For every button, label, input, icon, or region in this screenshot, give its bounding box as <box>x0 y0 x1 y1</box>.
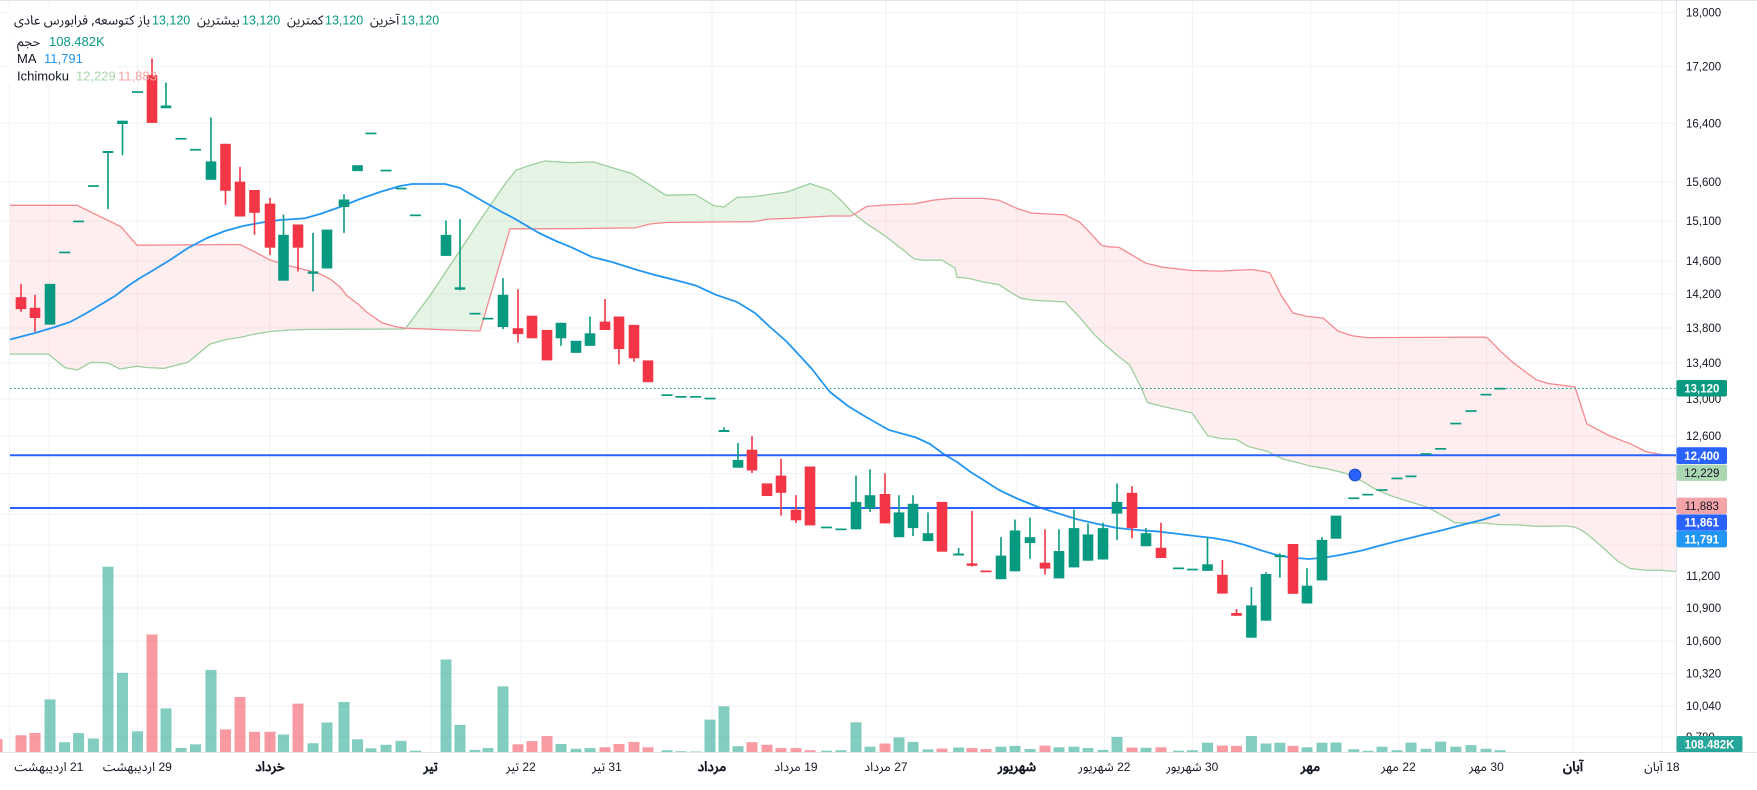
svg-text:13,120: 13,120 <box>325 14 363 28</box>
svg-text:13,400: 13,400 <box>1686 358 1721 370</box>
svg-text:13,000: 13,000 <box>1686 394 1721 406</box>
svg-text:16,400: 16,400 <box>1686 118 1721 130</box>
svg-text:10,600: 10,600 <box>1686 636 1721 648</box>
svg-text:11,791: 11,791 <box>1685 534 1720 546</box>
svg-text:27: 27 <box>894 760 908 774</box>
svg-text:22: 22 <box>522 760 536 774</box>
svg-text:13,120: 13,120 <box>401 14 439 28</box>
svg-text:30: 30 <box>1490 760 1504 774</box>
svg-text:18,000: 18,000 <box>1686 8 1721 20</box>
svg-text:18: 18 <box>1666 760 1680 774</box>
svg-text:14,600: 14,600 <box>1686 256 1721 268</box>
svg-text:13,120: 13,120 <box>1684 383 1719 395</box>
svg-text:13,800: 13,800 <box>1686 323 1721 335</box>
svg-text:29: 29 <box>159 760 173 774</box>
svg-text:13,120: 13,120 <box>242 14 280 28</box>
svg-text:12,229: 12,229 <box>1684 468 1719 480</box>
svg-text:22: 22 <box>1402 760 1416 774</box>
svg-text:108.482K: 108.482K <box>1685 739 1736 751</box>
svg-text:10,900: 10,900 <box>1686 603 1721 615</box>
svg-text:31: 31 <box>608 760 622 774</box>
svg-text:11,883: 11,883 <box>1685 501 1719 513</box>
svg-text:22: 22 <box>1117 760 1131 774</box>
svg-text:11,861: 11,861 <box>1685 518 1720 530</box>
svg-text:10,040: 10,040 <box>1686 701 1721 713</box>
svg-text:15,100: 15,100 <box>1686 216 1721 228</box>
svg-text:13,120: 13,120 <box>152 14 190 28</box>
svg-text:11,883: 11,883 <box>118 69 157 84</box>
svg-text:11,200: 11,200 <box>1686 571 1720 583</box>
svg-text:108.482K: 108.482K <box>49 34 105 49</box>
svg-text:12,400: 12,400 <box>1684 451 1719 463</box>
svg-text:12,600: 12,600 <box>1686 431 1721 443</box>
svg-text:21: 21 <box>70 760 84 774</box>
svg-text:15,600: 15,600 <box>1686 177 1721 189</box>
svg-text:12,229: 12,229 <box>76 69 116 84</box>
svg-text:19: 19 <box>804 760 818 774</box>
svg-text:Ichimoku: Ichimoku <box>17 69 69 84</box>
svg-text:11,791: 11,791 <box>44 51 83 66</box>
svg-text:17,200: 17,200 <box>1686 62 1721 74</box>
svg-text:10,320: 10,320 <box>1686 669 1721 681</box>
svg-text:14,200: 14,200 <box>1686 289 1721 301</box>
svg-text:30: 30 <box>1205 760 1219 774</box>
svg-text:MA: MA <box>17 51 37 66</box>
